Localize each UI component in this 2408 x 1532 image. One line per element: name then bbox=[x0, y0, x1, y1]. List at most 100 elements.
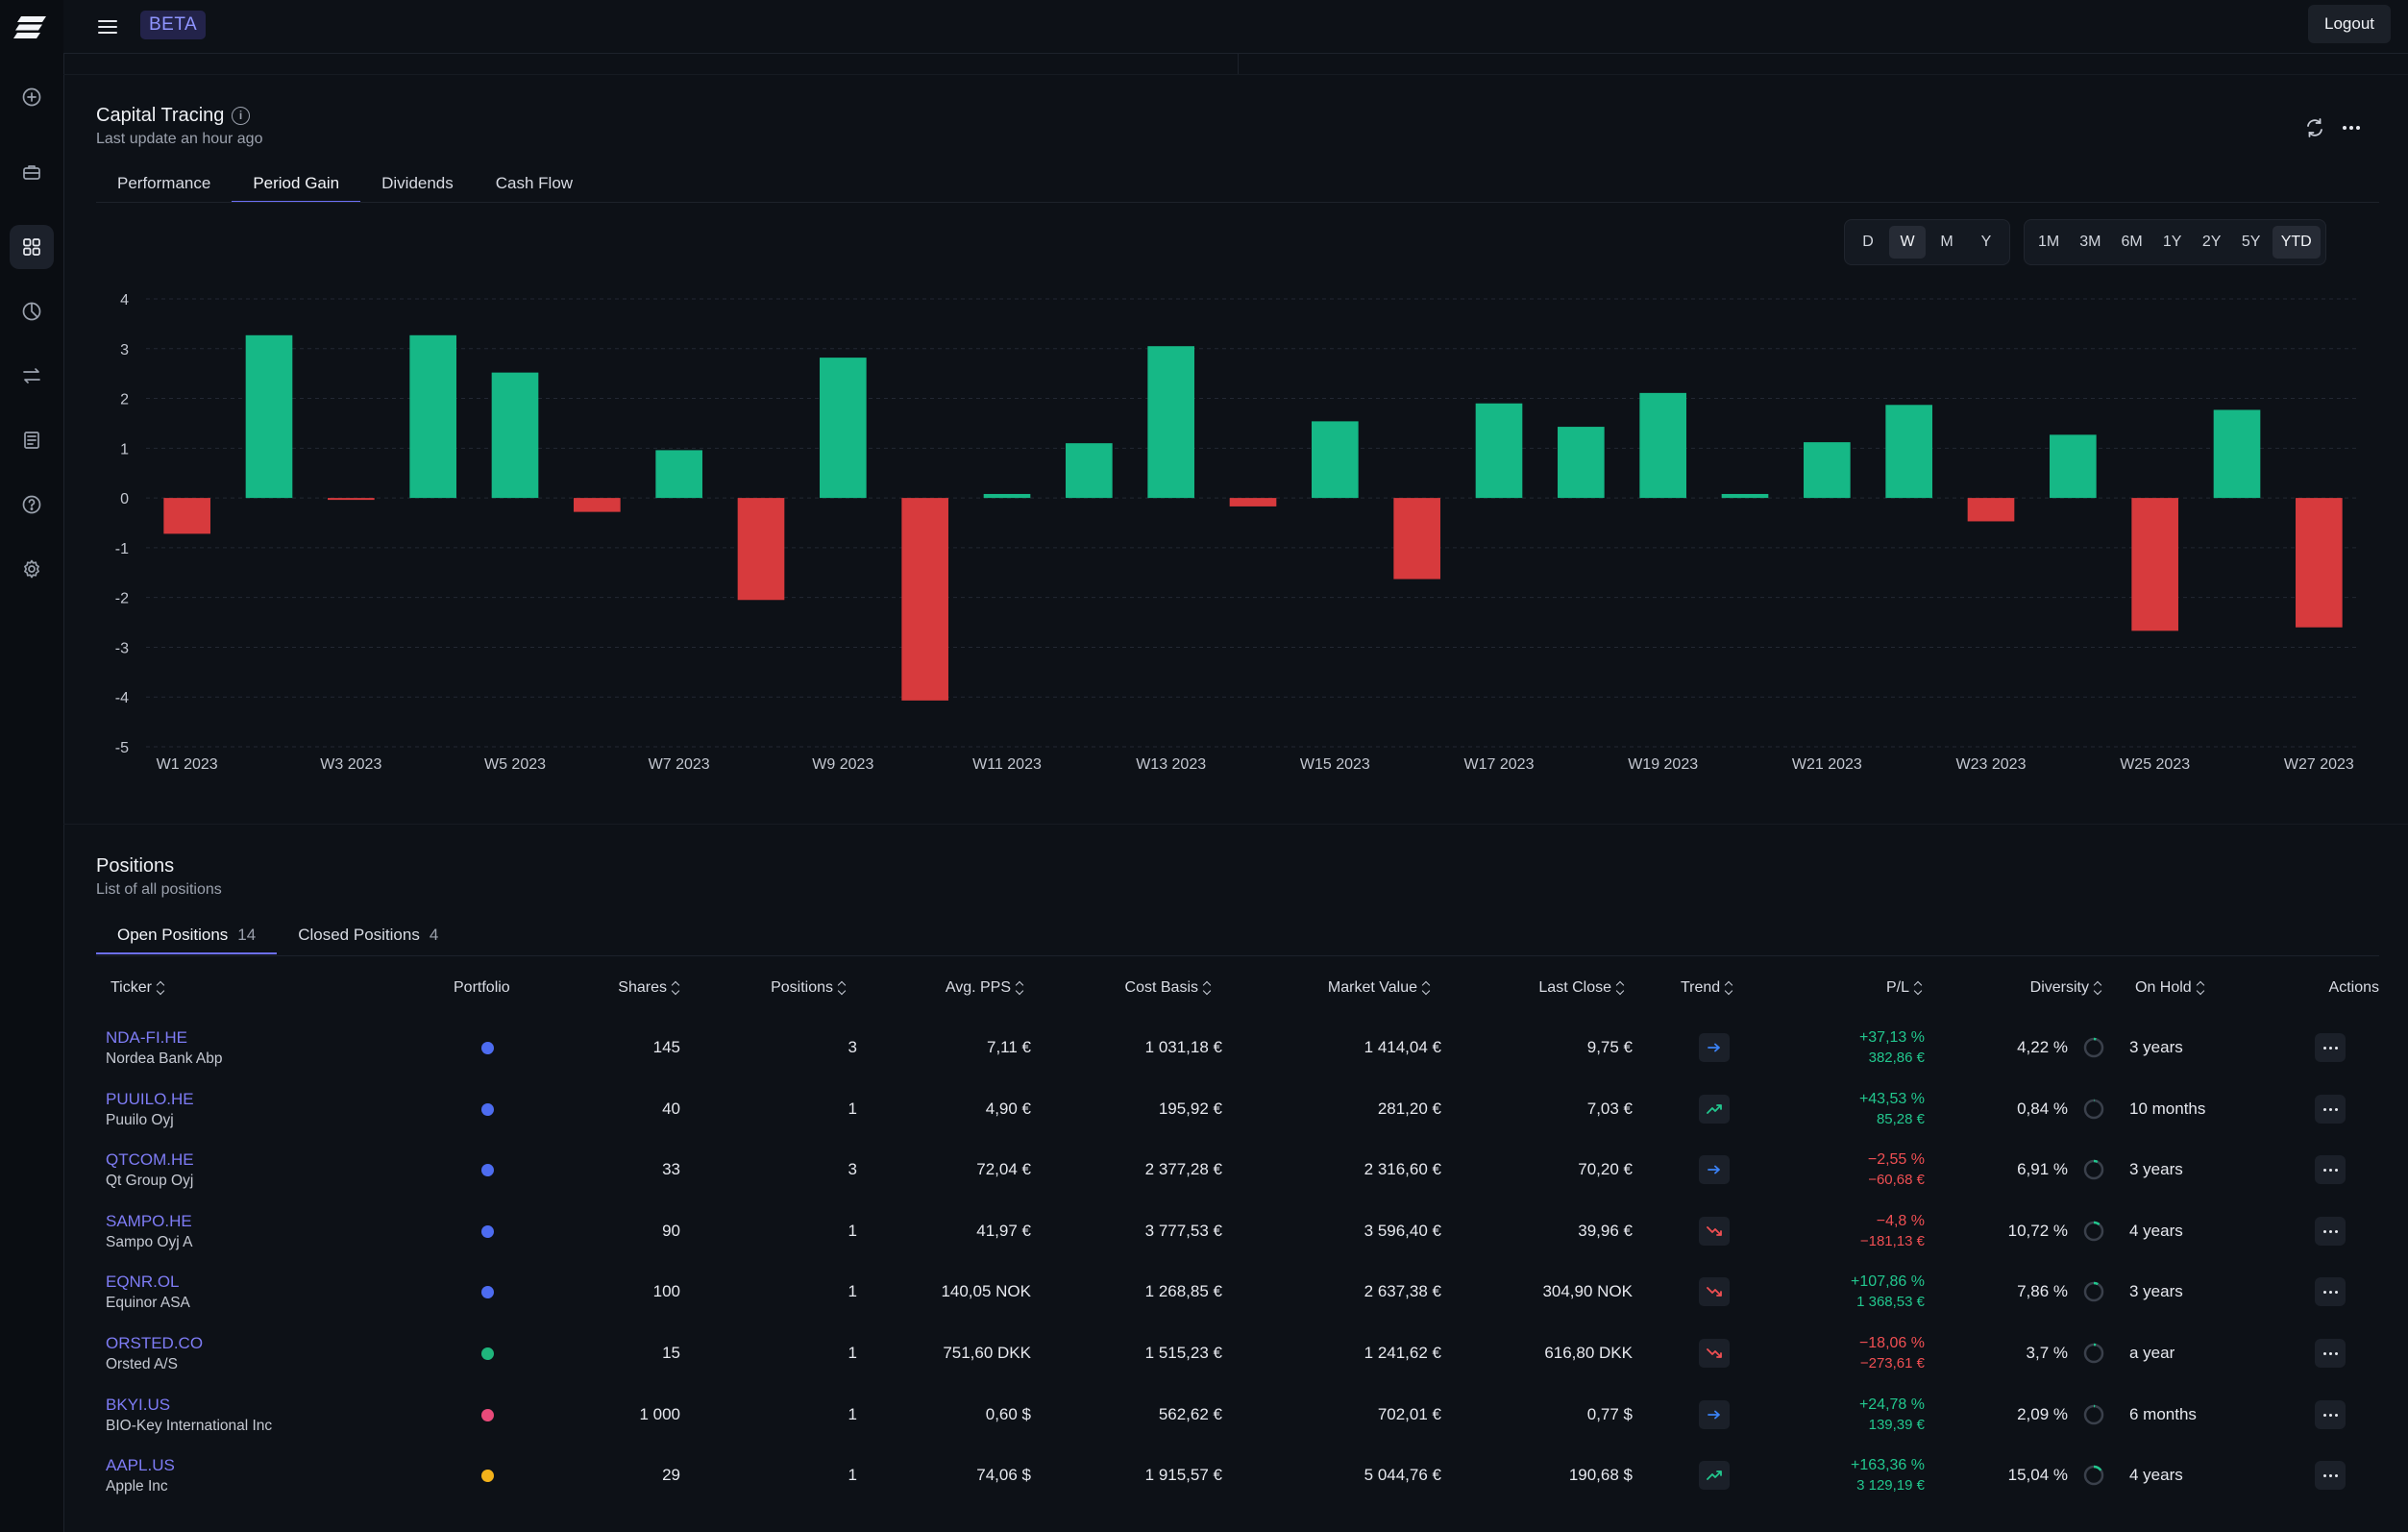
column-header-ticker[interactable]: Ticker bbox=[111, 976, 165, 1000]
bar-w6-2023[interactable] bbox=[574, 498, 621, 512]
bar-w15-2023[interactable] bbox=[1312, 421, 1359, 499]
ticker-link[interactable]: QTCOM.HE bbox=[106, 1150, 194, 1169]
bar-w16-2023[interactable] bbox=[1393, 498, 1440, 580]
range-1y-button[interactable]: 1Y bbox=[2162, 234, 2182, 250]
ticker-link[interactable]: SAMPO.HE bbox=[106, 1212, 192, 1230]
column-header-last-close[interactable]: Last Close bbox=[1538, 976, 1625, 1000]
row-actions-button[interactable] bbox=[2315, 1400, 2346, 1429]
bar-w26-2023[interactable] bbox=[2213, 409, 2261, 499]
bar-w22-2023[interactable] bbox=[1885, 405, 1932, 499]
logout-button[interactable]: Logout bbox=[2308, 5, 2391, 43]
ticker-link[interactable]: PUUILO.HE bbox=[106, 1090, 194, 1108]
bar-w8-2023[interactable] bbox=[737, 498, 785, 601]
bar-w1-2023[interactable] bbox=[163, 498, 210, 534]
transfer-arrows-nav-button[interactable] bbox=[10, 354, 54, 398]
bar-w9-2023[interactable] bbox=[820, 358, 867, 499]
row-actions-button[interactable] bbox=[2315, 1155, 2346, 1184]
range-2y-button[interactable]: 2Y bbox=[2201, 234, 2222, 250]
table-row[interactable]: AAPL.US Apple Inc 29 1 74,06 $ 1 915,57 € 5 04… bbox=[0, 1445, 2408, 1506]
ticker-link[interactable]: AAPL.US bbox=[106, 1456, 175, 1474]
row-actions-button[interactable] bbox=[2315, 1339, 2346, 1368]
trend-indicator bbox=[1699, 1277, 1730, 1306]
row-actions-button[interactable] bbox=[2315, 1461, 2346, 1490]
table-row[interactable]: BKYI.US BIO-Key International Inc 1 000 1 0,… bbox=[0, 1384, 2408, 1446]
range-6m-button[interactable]: 6M bbox=[2121, 234, 2143, 250]
report-nav-button[interactable] bbox=[10, 418, 54, 462]
range-1m-button[interactable]: 1M bbox=[2038, 234, 2060, 250]
interval-m-button[interactable]: M bbox=[1940, 234, 1953, 250]
dashboard-grid-nav-button[interactable] bbox=[10, 225, 54, 269]
table-row[interactable]: QTCOM.HE Qt Group Oyj 33 3 72,04 €2 377,28 €… bbox=[0, 1139, 2408, 1200]
column-header-positions[interactable]: Positions bbox=[771, 976, 847, 1000]
tab-dividends[interactable]: Dividends bbox=[381, 174, 454, 192]
bar-w27-2023[interactable] bbox=[2296, 498, 2343, 628]
bar-w4-2023[interactable] bbox=[409, 334, 456, 499]
company-name: BIO-Key International Inc bbox=[106, 1418, 273, 1434]
tab-open-positions[interactable]: Open Positions 14 bbox=[96, 918, 278, 954]
diversity-value: 15,04 % bbox=[2007, 1466, 2068, 1484]
bar-w5-2023[interactable] bbox=[491, 372, 539, 499]
bar-w18-2023[interactable] bbox=[1558, 427, 1605, 499]
range-3m-button[interactable]: 3M bbox=[2079, 234, 2101, 250]
refresh-icon[interactable] bbox=[2302, 115, 2327, 140]
table-row[interactable]: PUUILO.HE Puuilo Oyj 40 1 4,90 € 195,92 € 281,… bbox=[0, 1078, 2408, 1140]
capital-tabs-divider bbox=[96, 202, 2379, 203]
help-nav-button[interactable] bbox=[10, 482, 54, 527]
bar-w23-2023[interactable] bbox=[1967, 498, 2015, 522]
more-options-icon[interactable] bbox=[2339, 115, 2364, 140]
hamburger-menu-icon[interactable] bbox=[92, 12, 123, 42]
market-value: 1 414,04 € bbox=[1364, 1038, 1441, 1056]
ticker-link[interactable]: EQNR.OL bbox=[106, 1273, 180, 1291]
briefcase-nav-button[interactable] bbox=[10, 150, 54, 194]
ticker-link[interactable]: ORSTED.CO bbox=[106, 1334, 204, 1352]
tab-closed-positions[interactable]: Closed Positions 4 bbox=[277, 918, 459, 952]
company-name: Orsted A/S bbox=[106, 1356, 178, 1372]
range-ytd-button[interactable]: YTD bbox=[2272, 226, 2321, 259]
table-row[interactable]: SAMPO.HE Sampo Oyj A 90 1 41,97 € 3 777,53 € 3… bbox=[0, 1200, 2408, 1262]
column-header-diversity[interactable]: Diversity bbox=[2030, 976, 2102, 1000]
column-header-cost-basis[interactable]: Cost Basis bbox=[1125, 976, 1212, 1000]
interval-d-button[interactable]: D bbox=[1862, 234, 1874, 250]
bar-w19-2023[interactable] bbox=[1639, 392, 1686, 499]
bar-w12-2023[interactable] bbox=[1066, 443, 1113, 499]
shares-value: 145 bbox=[652, 1038, 680, 1056]
column-header-on-hold[interactable]: On Hold bbox=[2135, 976, 2205, 1000]
bar-w21-2023[interactable] bbox=[1804, 442, 1851, 499]
bar-w11-2023[interactable] bbox=[983, 493, 1031, 499]
row-actions-button[interactable] bbox=[2315, 1217, 2346, 1246]
column-header-shares[interactable]: Shares bbox=[618, 976, 680, 1000]
column-header-trend[interactable]: Trend bbox=[1681, 976, 1733, 1000]
table-row[interactable]: NDA-FI.HE Nordea Bank Abp 145 3 7,11 € 1 031,… bbox=[0, 1017, 2408, 1078]
bar-w14-2023[interactable] bbox=[1229, 498, 1277, 507]
column-header-p-l[interactable]: P/L bbox=[1886, 976, 1923, 1000]
interval-y-button[interactable]: Y bbox=[1980, 234, 1992, 250]
plus-circle-nav-button[interactable] bbox=[10, 75, 54, 119]
settings-gear-nav-button[interactable] bbox=[10, 547, 54, 591]
bar-w24-2023[interactable] bbox=[2050, 434, 2097, 499]
range-5y-button[interactable]: 5Y bbox=[2241, 234, 2261, 250]
ticker-link[interactable]: BKYI.US bbox=[106, 1396, 171, 1414]
row-actions-button[interactable] bbox=[2315, 1277, 2346, 1306]
bar-w17-2023[interactable] bbox=[1475, 403, 1523, 499]
column-header-avg-pps[interactable]: Avg. PPS bbox=[946, 976, 1024, 1000]
info-icon[interactable]: i bbox=[232, 107, 250, 125]
ticker-link[interactable]: NDA-FI.HE bbox=[106, 1028, 187, 1047]
bar-w13-2023[interactable] bbox=[1147, 346, 1194, 499]
tab-performance[interactable]: Performance bbox=[117, 174, 211, 192]
tab-cash-flow[interactable]: Cash Flow bbox=[495, 174, 574, 192]
bar-w2-2023[interactable] bbox=[245, 334, 293, 499]
interval-w-button[interactable]: W bbox=[1889, 226, 1926, 259]
app-logo-icon[interactable] bbox=[12, 13, 50, 40]
bar-w3-2023[interactable] bbox=[328, 498, 375, 501]
sort-icon bbox=[839, 981, 847, 995]
table-row[interactable]: EQNR.OL Equinor ASA 100 1 140,05 NOK 1 268,85… bbox=[0, 1261, 2408, 1322]
table-row[interactable]: ORSTED.CO Orsted A/S 15 1 751,60 DKK 1 515,23… bbox=[0, 1322, 2408, 1384]
bar-w20-2023[interactable] bbox=[1721, 493, 1769, 499]
bar-w25-2023[interactable] bbox=[2131, 498, 2178, 631]
pie-chart-nav-button[interactable] bbox=[10, 289, 54, 334]
bar-w10-2023[interactable] bbox=[901, 498, 948, 701]
bar-w7-2023[interactable] bbox=[655, 450, 702, 499]
row-actions-button[interactable] bbox=[2315, 1095, 2346, 1124]
row-actions-button[interactable] bbox=[2315, 1033, 2346, 1062]
column-header-market-value[interactable]: Market Value bbox=[1328, 976, 1431, 1000]
